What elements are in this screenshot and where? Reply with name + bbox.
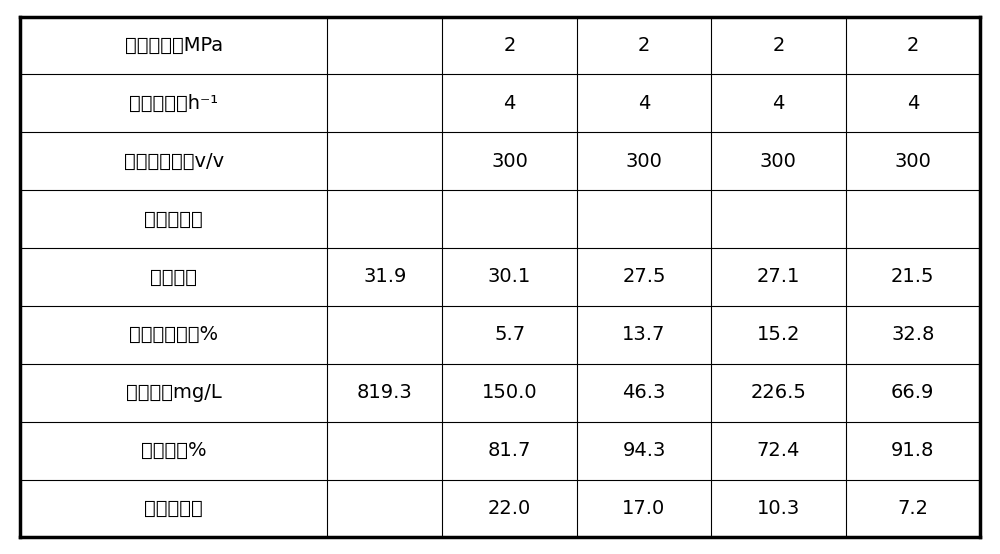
Text: 4: 4 (638, 94, 650, 113)
Text: 2: 2 (638, 36, 650, 55)
Text: 4: 4 (772, 94, 785, 113)
Text: 烯烃饱和率，%: 烯烃饱和率，% (129, 325, 218, 345)
Text: 72.4: 72.4 (757, 441, 800, 460)
Text: 硫含量，mg/L: 硫含量，mg/L (126, 383, 221, 402)
Text: 选择性因子: 选择性因子 (144, 499, 203, 518)
Text: 烯烃含量: 烯烃含量 (150, 268, 197, 286)
Text: 819.3: 819.3 (357, 383, 413, 402)
Text: 2: 2 (772, 36, 785, 55)
Text: 94.3: 94.3 (622, 441, 666, 460)
Text: 226.5: 226.5 (750, 383, 806, 402)
Text: 产物性质：: 产物性质： (144, 209, 203, 229)
Text: 13.7: 13.7 (622, 325, 666, 345)
Text: 液体空速，h⁻¹: 液体空速，h⁻¹ (129, 94, 218, 113)
Text: 91.8: 91.8 (891, 441, 934, 460)
Text: 15.2: 15.2 (757, 325, 800, 345)
Text: 17.0: 17.0 (622, 499, 666, 518)
Text: 7.2: 7.2 (897, 499, 928, 518)
Text: 2: 2 (503, 36, 516, 55)
Text: 汽油体积比，v/v: 汽油体积比，v/v (124, 152, 224, 171)
Text: 27.5: 27.5 (622, 268, 666, 286)
Text: 300: 300 (894, 152, 931, 171)
Text: 5.7: 5.7 (494, 325, 525, 345)
Text: 300: 300 (760, 152, 797, 171)
Text: 66.9: 66.9 (891, 383, 934, 402)
Text: 氢气压力，MPa: 氢气压力，MPa (125, 36, 223, 55)
Text: 46.3: 46.3 (622, 383, 666, 402)
Text: 31.9: 31.9 (363, 268, 406, 286)
Text: 300: 300 (491, 152, 528, 171)
Text: 2: 2 (907, 36, 919, 55)
Text: 150.0: 150.0 (482, 383, 537, 402)
Text: 81.7: 81.7 (488, 441, 531, 460)
Text: 4: 4 (503, 94, 516, 113)
Text: 10.3: 10.3 (757, 499, 800, 518)
Text: 4: 4 (907, 94, 919, 113)
Text: 21.5: 21.5 (891, 268, 935, 286)
Text: 32.8: 32.8 (891, 325, 934, 345)
Text: 300: 300 (626, 152, 662, 171)
Text: 30.1: 30.1 (488, 268, 531, 286)
Text: 22.0: 22.0 (488, 499, 531, 518)
Text: 27.1: 27.1 (757, 268, 800, 286)
Text: 脱硫率，%: 脱硫率，% (141, 441, 206, 460)
